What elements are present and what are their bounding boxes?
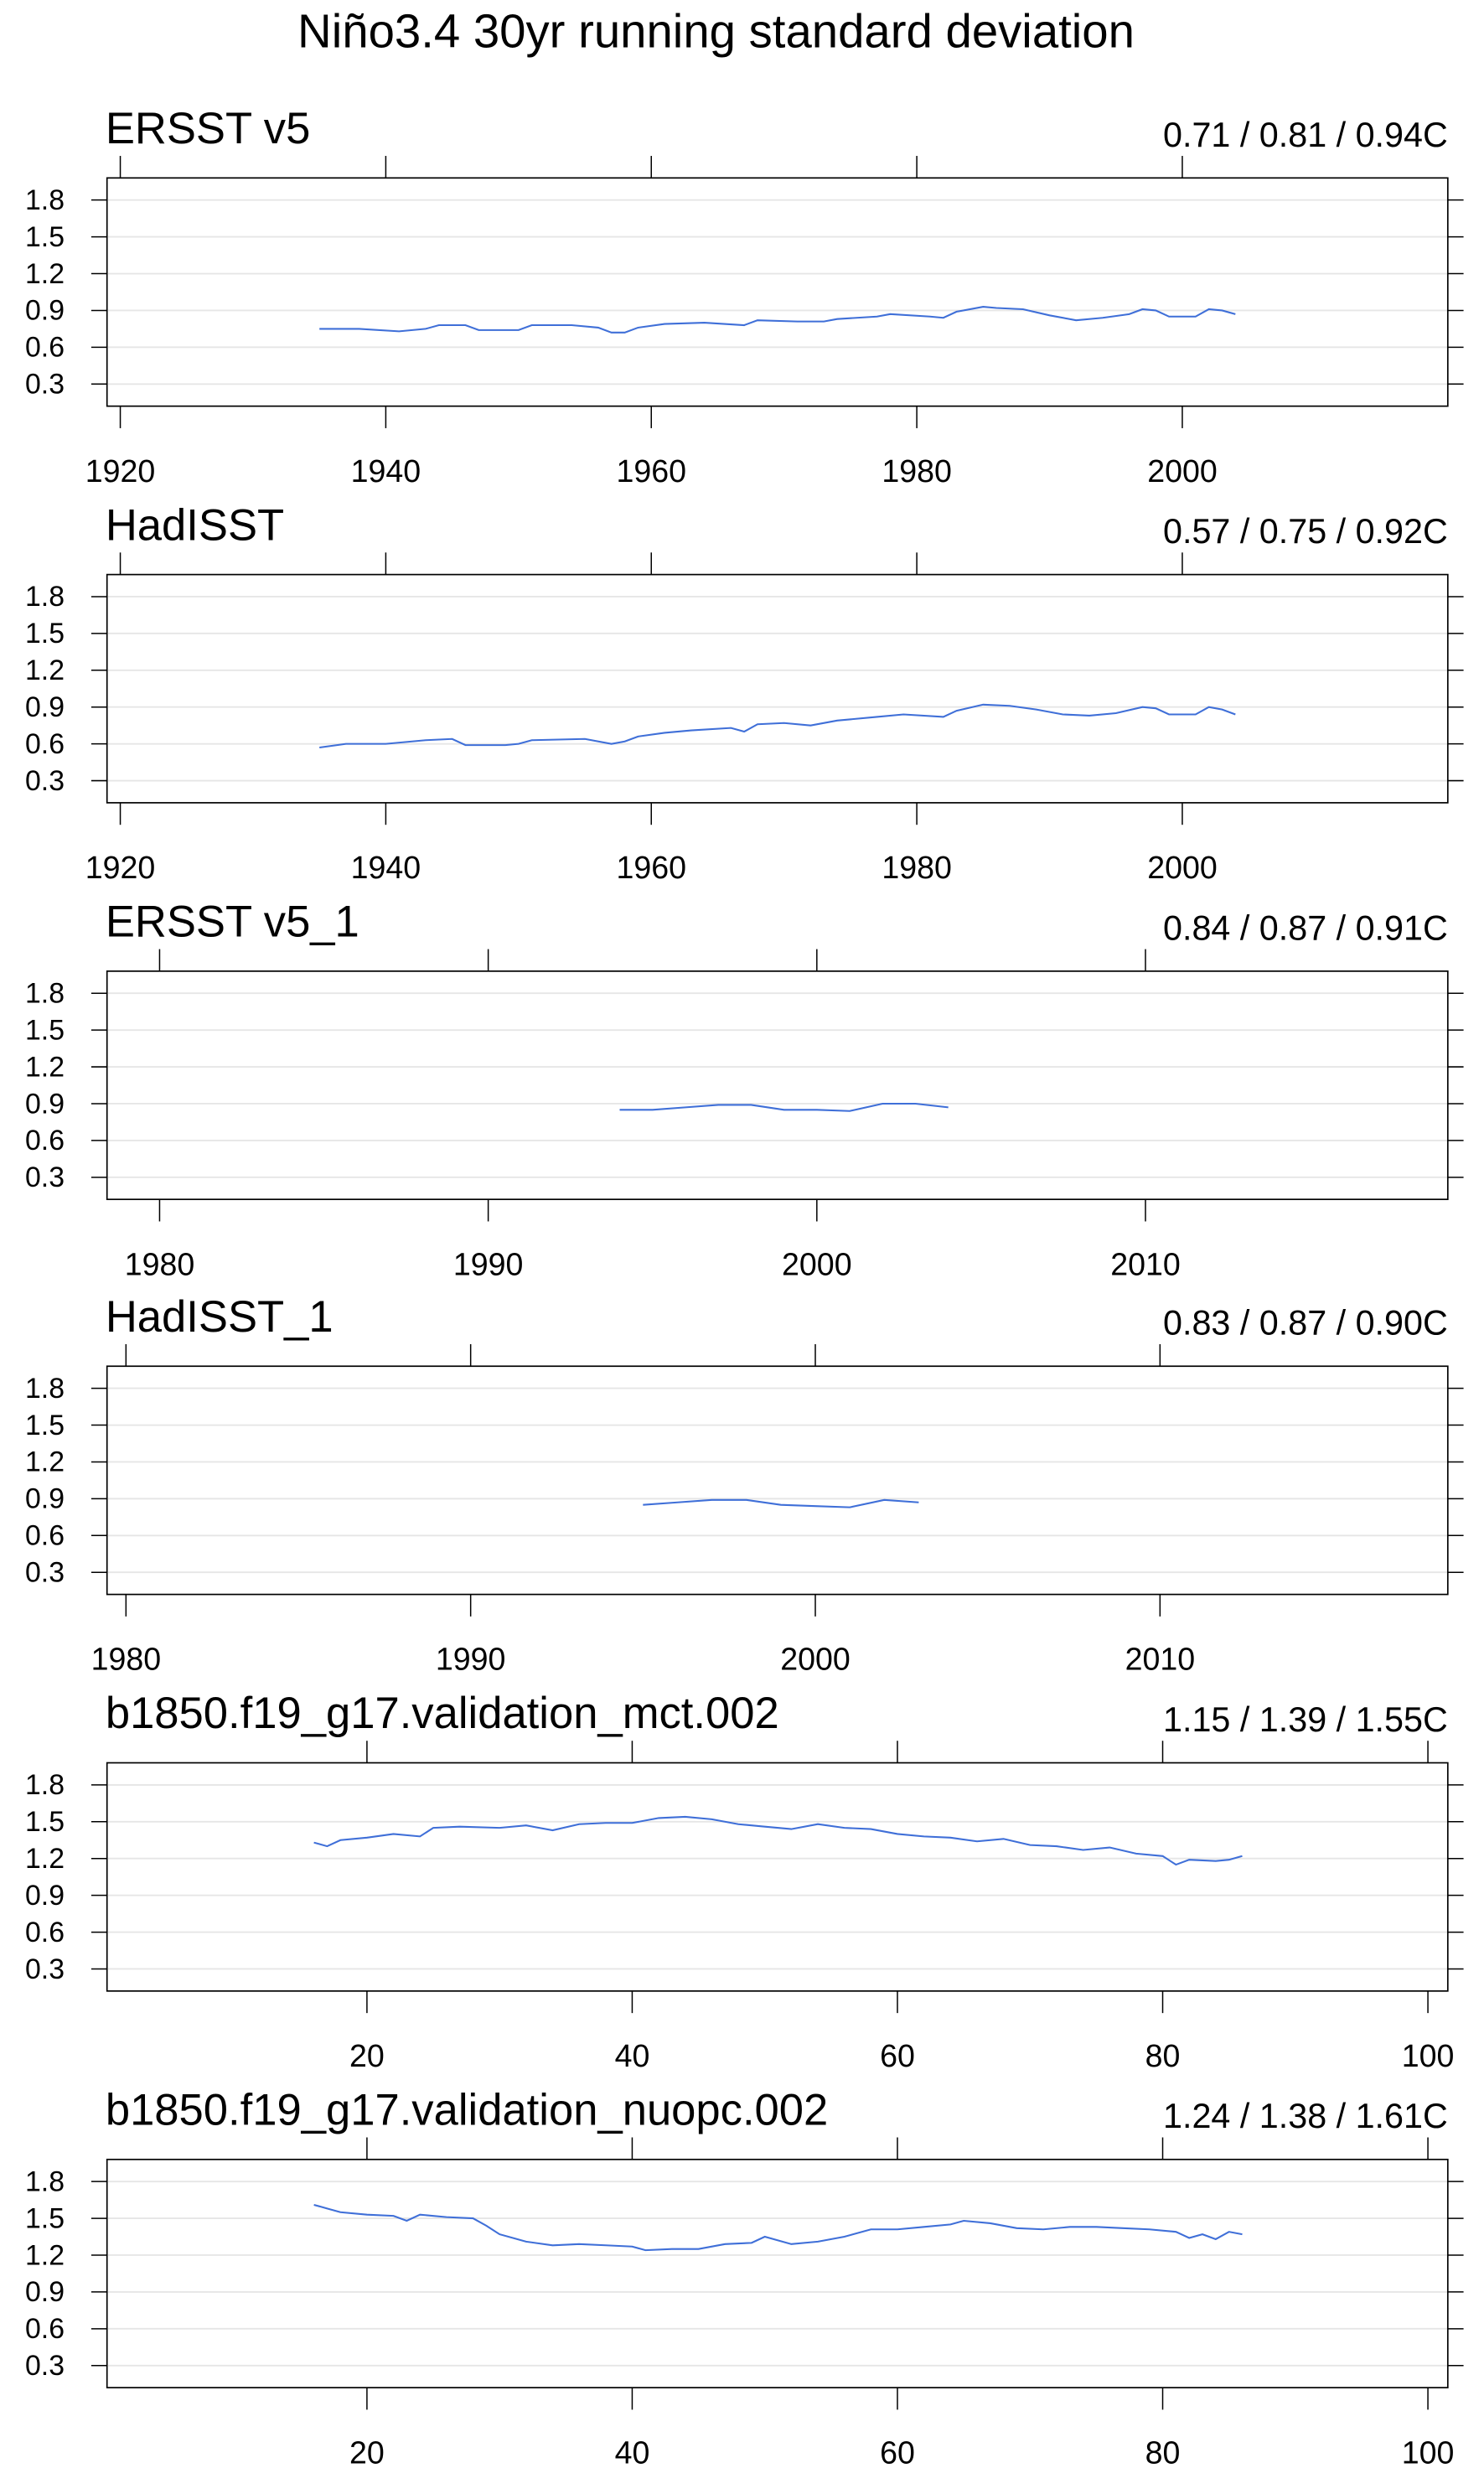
y-tick-label: 1.5 [25, 1014, 65, 1046]
x-tick-label: 80 [1145, 2434, 1181, 2468]
panel-title: ERSST v5_1 [106, 898, 359, 947]
y-tick-label: 1.8 [25, 2165, 65, 2197]
x-tick-label: 2000 [1147, 850, 1218, 885]
y-tick-label: 1.8 [25, 184, 65, 216]
y-tick-label: 0.3 [25, 1953, 65, 1985]
plot-frame [106, 970, 1449, 1201]
x-tick-label: 2000 [782, 1246, 852, 1281]
plot-frame [106, 1365, 1449, 1596]
y-tick-label: 0.3 [25, 369, 65, 401]
x-tick-label: 1990 [436, 1642, 506, 1677]
y-tick-label: 1.8 [25, 977, 65, 1009]
x-tick-label: 2000 [1147, 453, 1218, 489]
x-tick-label: 1980 [125, 1246, 195, 1281]
x-tick-label: 1920 [85, 453, 156, 489]
y-tick-label: 0.3 [25, 2350, 65, 2382]
x-tick-label: 1980 [91, 1642, 162, 1677]
y-tick-label: 0.9 [25, 1483, 65, 1515]
y-tick-label: 0.9 [25, 295, 65, 327]
panel-stats: 0.83 / 0.87 / 0.90C [1163, 1304, 1448, 1343]
data-line [313, 2203, 1243, 2252]
panel-stats: 0.84 / 0.87 / 0.91C [1163, 908, 1448, 947]
x-tick-label: 1980 [882, 453, 952, 489]
x-tick-label: 2010 [1110, 1246, 1181, 1281]
x-tick-label: 40 [615, 2434, 650, 2468]
y-tick-label: 0.6 [25, 2313, 65, 2345]
y-tick-label: 1.8 [25, 1373, 65, 1405]
plot-frame [106, 573, 1449, 804]
y-tick-label: 0.9 [25, 1088, 65, 1120]
panel-stats: 1.15 / 1.39 / 1.55C [1163, 1700, 1448, 1739]
data-line [319, 703, 1236, 749]
data-line [643, 1498, 919, 1508]
x-tick-label: 60 [880, 2434, 915, 2468]
y-tick-label: 1.2 [25, 655, 65, 686]
y-tick-label: 0.3 [25, 1556, 65, 1588]
x-tick-label: 40 [615, 2038, 650, 2073]
y-tick-label: 0.6 [25, 332, 65, 364]
panel-title: HadISST_1 [106, 1292, 334, 1342]
y-tick-label: 0.6 [25, 1917, 65, 1948]
plot-frame [106, 1762, 1449, 1992]
panel-title: HadISST [106, 500, 284, 550]
y-tick-label: 0.9 [25, 2276, 65, 2308]
y-tick-label: 1.8 [25, 581, 65, 613]
y-tick-label: 1.5 [25, 221, 65, 253]
panel-stats: 0.71 / 0.81 / 0.94C [1163, 116, 1448, 154]
x-tick-label: 1980 [882, 850, 952, 885]
y-tick-label: 1.5 [25, 618, 65, 649]
data-line [313, 1815, 1243, 1866]
x-tick-label: 20 [349, 2434, 385, 2468]
y-tick-label: 0.6 [25, 1125, 65, 1156]
data-line [319, 306, 1236, 334]
plot-frame [106, 2158, 1449, 2388]
panel-title: b1850.f19_g17.validation_nuopc.002 [106, 2085, 828, 2134]
y-tick-label: 0.3 [25, 1162, 65, 1193]
y-tick-label: 0.6 [25, 1520, 65, 1552]
x-tick-label: 100 [1402, 2434, 1455, 2468]
y-tick-label: 1.2 [25, 258, 65, 290]
y-tick-label: 1.8 [25, 1769, 65, 1801]
y-tick-label: 0.6 [25, 728, 65, 760]
x-tick-label: 1940 [351, 850, 421, 885]
data-line [619, 1102, 949, 1112]
panel-title: ERSST v5 [106, 104, 310, 153]
y-tick-label: 0.3 [25, 765, 65, 797]
x-tick-label: 80 [1145, 2038, 1181, 2073]
y-tick-label: 1.2 [25, 1843, 65, 1875]
y-tick-label: 1.5 [25, 1410, 65, 1441]
y-tick-label: 1.2 [25, 1446, 65, 1478]
x-tick-label: 1990 [453, 1246, 524, 1281]
x-tick-label: 1960 [616, 453, 686, 489]
y-tick-label: 1.2 [25, 2239, 65, 2271]
panel-title: b1850.f19_g17.validation_mct.002 [106, 1689, 779, 1738]
panel-stats: 0.57 / 0.75 / 0.92C [1163, 512, 1448, 551]
plot-frame [106, 177, 1449, 407]
x-tick-label: 2000 [780, 1642, 851, 1677]
x-tick-label: 1960 [616, 850, 686, 885]
panel-stats: 1.24 / 1.38 / 1.61C [1163, 2097, 1448, 2135]
y-tick-label: 0.9 [25, 691, 65, 723]
y-tick-label: 1.2 [25, 1051, 65, 1083]
x-tick-label: 2010 [1125, 1642, 1196, 1677]
y-tick-label: 1.5 [25, 2202, 65, 2234]
x-tick-label: 20 [349, 2038, 385, 2073]
figure-title: Niño3.4 30yr running standard deviation [297, 4, 1135, 57]
y-tick-label: 1.5 [25, 1806, 65, 1838]
x-tick-label: 60 [880, 2038, 915, 2073]
x-tick-label: 1920 [85, 850, 156, 885]
y-tick-label: 0.9 [25, 1880, 65, 1912]
x-tick-label: 1940 [351, 453, 421, 489]
x-tick-label: 100 [1402, 2038, 1455, 2073]
